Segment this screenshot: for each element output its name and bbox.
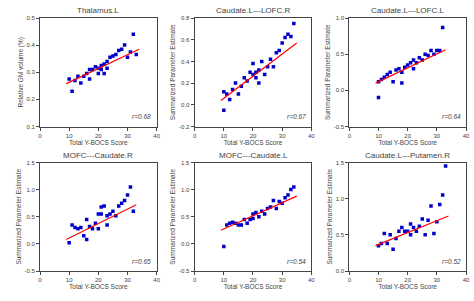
svg-text:MOFC---Caudate.R: MOFC---Caudate.R: [63, 151, 133, 160]
svg-text:40: 40: [153, 277, 160, 283]
svg-text:-0.5: -0.5: [334, 124, 345, 130]
svg-text:20: 20: [95, 133, 102, 139]
svg-text:Total Y-BOCS Score: Total Y-BOCS Score: [69, 139, 128, 146]
svg-text:Summarized Parameter Estimate: Summarized Parameter Estimate: [169, 169, 176, 265]
svg-text:0.0: 0.0: [26, 241, 35, 247]
svg-text:30: 30: [433, 277, 440, 283]
svg-text:Summarized Parameter Estimate: Summarized Parameter Estimate: [169, 24, 176, 120]
svg-text:0.0: 0.0: [181, 241, 190, 247]
svg-text:Caudate.L---Putamen.R: Caudate.L---Putamen.R: [365, 151, 450, 160]
svg-text:0.3: 0.3: [26, 69, 35, 75]
svg-text:0.2: 0.2: [26, 96, 35, 102]
svg-text:r=0.64: r=0.64: [442, 113, 461, 120]
svg-text:0.5: 0.5: [181, 214, 190, 220]
svg-text:40: 40: [463, 277, 470, 283]
svg-text:10: 10: [66, 133, 73, 139]
svg-text:40: 40: [308, 277, 315, 283]
svg-text:1.0: 1.0: [336, 15, 345, 21]
svg-text:0.5: 0.5: [336, 232, 345, 238]
svg-text:1.0: 1.0: [181, 187, 190, 193]
svg-text:r=0.68: r=0.68: [132, 113, 151, 120]
svg-text:0.8: 0.8: [181, 15, 190, 21]
svg-text:0.5: 0.5: [26, 214, 35, 220]
svg-text:10: 10: [220, 277, 227, 283]
svg-text:0.2: 0.2: [181, 80, 190, 86]
svg-text:20: 20: [404, 133, 411, 139]
svg-text:r=0.65: r=0.65: [132, 258, 151, 265]
svg-text:1.0: 1.0: [26, 187, 35, 193]
svg-text:0.4: 0.4: [181, 59, 190, 65]
svg-text:0: 0: [193, 277, 197, 283]
svg-text:1.5: 1.5: [181, 160, 190, 166]
svg-text:Relative GM volume (%): Relative GM volume (%): [17, 37, 25, 107]
svg-text:0.1: 0.1: [26, 124, 35, 130]
svg-text:Total Y-BOCS Score: Total Y-BOCS Score: [224, 283, 283, 290]
svg-text:0.0: 0.0: [181, 102, 190, 108]
svg-text:-0.5: -0.5: [179, 268, 190, 274]
svg-text:1.5: 1.5: [26, 160, 35, 166]
svg-text:0.5: 0.5: [336, 51, 345, 57]
svg-text:30: 30: [279, 277, 286, 283]
svg-text:Total Y-BOCS Score: Total Y-BOCS Score: [378, 139, 437, 146]
svg-text:20: 20: [404, 277, 411, 283]
svg-text:Summarized Parameter Estimate: Summarized Parameter Estimate: [324, 24, 331, 120]
svg-text:0.0: 0.0: [336, 87, 345, 93]
svg-text:Total Y-BOCS Score: Total Y-BOCS Score: [378, 283, 437, 290]
svg-text:10: 10: [375, 277, 382, 283]
svg-text:1.5: 1.5: [336, 160, 345, 166]
svg-text:r=0.54: r=0.54: [287, 258, 306, 265]
svg-text:Total Y-BOCS Score: Total Y-BOCS Score: [69, 283, 128, 290]
svg-text:0.4: 0.4: [26, 42, 35, 48]
svg-text:MOFC---Caudate.L: MOFC---Caudate.L: [219, 151, 288, 160]
svg-text:30: 30: [124, 133, 131, 139]
svg-text:10: 10: [375, 133, 382, 139]
svg-text:-0.5: -0.5: [24, 268, 35, 274]
svg-text:0: 0: [193, 133, 197, 139]
svg-text:Caudate.L---LOFC.R: Caudate.L---LOFC.R: [216, 6, 290, 15]
svg-text:r=0.67: r=0.67: [287, 113, 306, 120]
svg-text:0.5: 0.5: [26, 15, 35, 21]
svg-text:10: 10: [220, 133, 227, 139]
svg-text:-0.2: -0.2: [179, 124, 190, 130]
svg-text:40: 40: [463, 133, 470, 139]
svg-text:10: 10: [66, 277, 73, 283]
svg-text:20: 20: [250, 277, 257, 283]
svg-text:0.6: 0.6: [181, 37, 190, 43]
svg-text:30: 30: [279, 133, 286, 139]
svg-text:1.0: 1.0: [336, 196, 345, 202]
svg-text:40: 40: [153, 133, 160, 139]
svg-text:Summarized Parameter Estimate: Summarized Parameter Estimate: [15, 169, 22, 265]
svg-text:20: 20: [95, 277, 102, 283]
svg-text:r=0.52: r=0.52: [442, 258, 461, 265]
svg-text:0: 0: [348, 133, 352, 139]
svg-text:Summarized Parameter Estimate: Summarized Parameter Estimate: [326, 169, 333, 265]
svg-text:20: 20: [250, 133, 257, 139]
svg-text:0: 0: [348, 277, 352, 283]
svg-text:0: 0: [38, 277, 42, 283]
svg-text:40: 40: [308, 133, 315, 139]
svg-text:Total Y-BOCS Score: Total Y-BOCS Score: [224, 139, 283, 146]
svg-text:Thalamus.L: Thalamus.L: [77, 6, 119, 15]
svg-text:0: 0: [38, 133, 42, 139]
svg-text:30: 30: [433, 133, 440, 139]
svg-text:Caudate.L---LOFC.L: Caudate.L---LOFC.L: [371, 6, 444, 15]
svg-text:30: 30: [124, 277, 131, 283]
svg-text:0.0: 0.0: [336, 268, 345, 274]
